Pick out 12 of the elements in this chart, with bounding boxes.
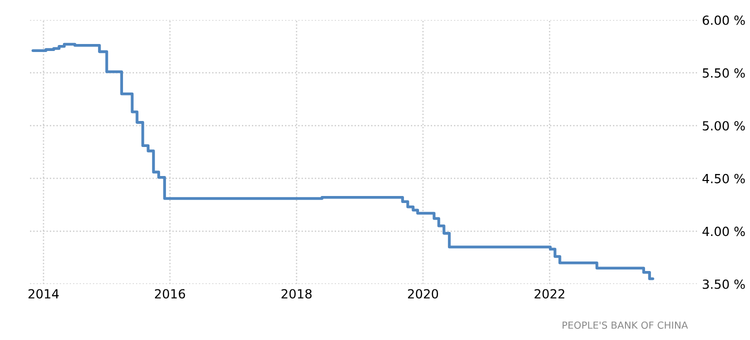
text: PEOPLE'S BANK OF CHINA <box>562 321 688 329</box>
y-tick-label: 5.50 % <box>702 68 745 78</box>
y-tick-label: 6.00 % <box>702 15 745 25</box>
y-tick-label: 3.50 % <box>702 279 745 289</box>
y-tick-label: 5.00 % <box>702 121 745 131</box>
x-tick-label: 2018 <box>282 289 312 299</box>
x-tick-label: 2020 <box>408 289 438 299</box>
y-tick-label: 4.50 % <box>702 174 745 184</box>
x-tick-label: 2022 <box>534 289 564 299</box>
x-tick-label: 2014 <box>28 289 59 299</box>
x-tick-label: 2016 <box>154 289 186 299</box>
y-tick-label: 4.00 % <box>702 226 745 236</box>
